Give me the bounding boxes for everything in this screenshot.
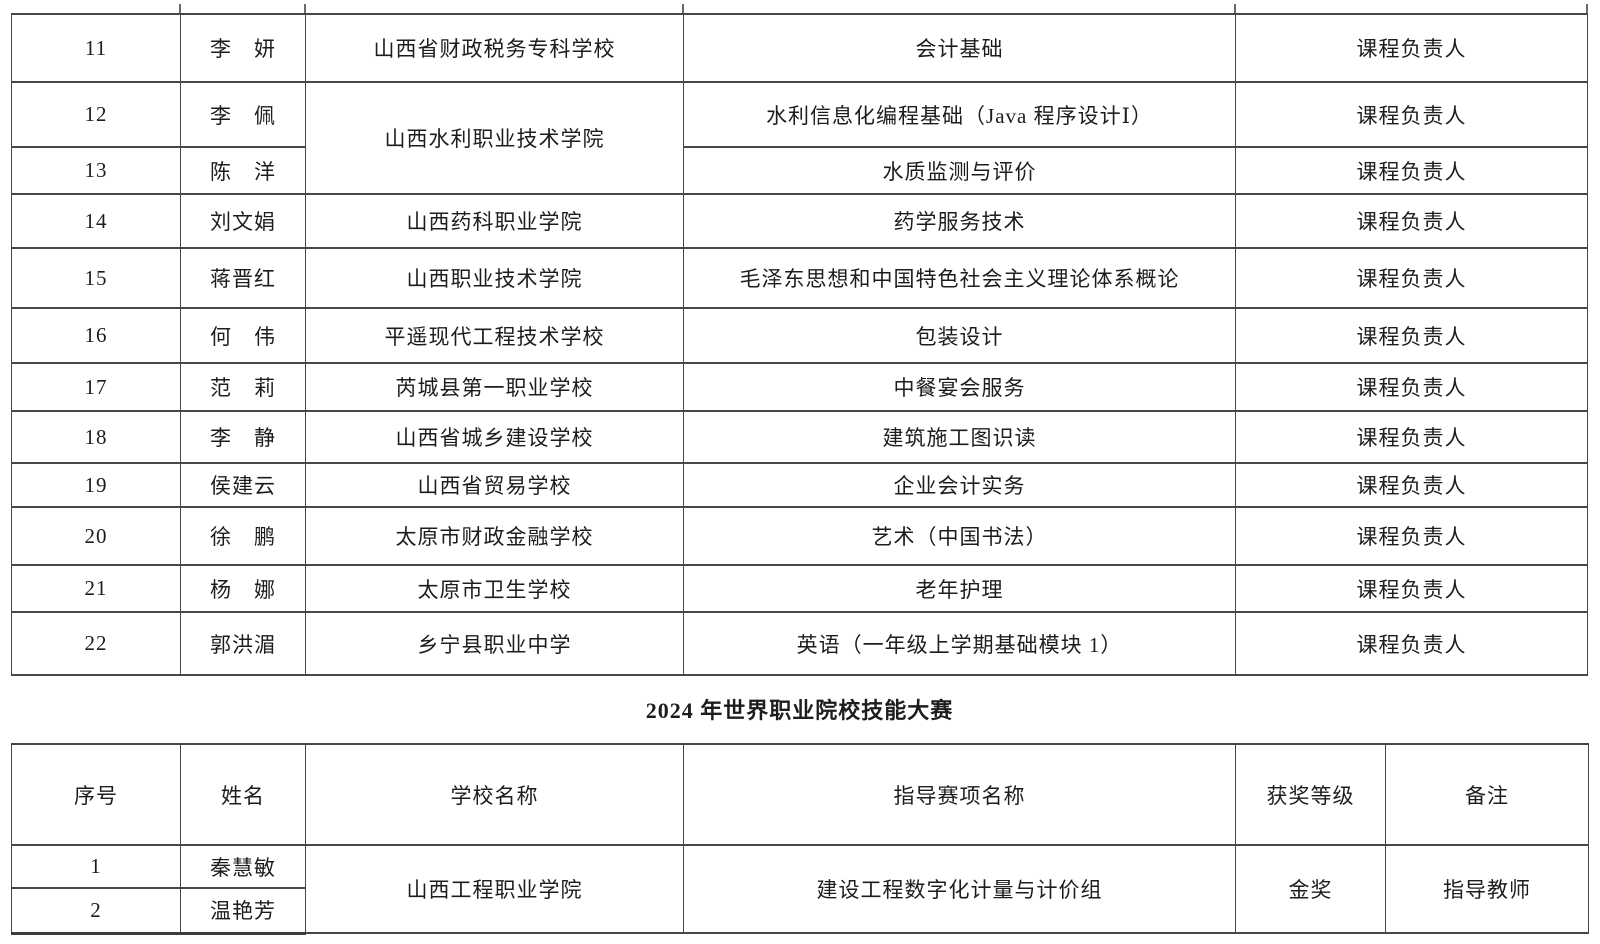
cell-school-name: 芮城县第一职业学校: [305, 362, 684, 412]
cell-course-name: 老年护理: [683, 564, 1236, 613]
cell-school-name: 乡宁县职业中学: [305, 611, 684, 676]
header-cell-note: 备注: [1385, 743, 1589, 846]
cutoff-column-border-stub: [304, 4, 306, 13]
cell-school-name: 山西水利职业技术学院: [305, 81, 684, 195]
cell-serial-number: 16: [11, 307, 181, 364]
cell-role: 课程负责人: [1235, 307, 1588, 364]
header-cell-award: 获奖等级: [1235, 743, 1386, 846]
cell-school-name: 山西药科职业学院: [305, 193, 684, 249]
cell-course-name: 水质监测与评价: [683, 146, 1236, 195]
cell-role: 课程负责人: [1235, 247, 1588, 309]
cell-course-name: 毛泽东思想和中国特色社会主义理论体系概论: [683, 247, 1236, 309]
table-row: 11 李 妍山西省财政税务专科学校 会计基础 课程负责人: [11, 13, 1588, 83]
cell-serial-number: 21: [11, 564, 181, 613]
cell-course-name: 中餐宴会服务: [683, 362, 1236, 412]
table-row: 22 郭洪湄 乡宁县职业中学 英语（一年级上学期基础模块 1） 课程负责人: [11, 611, 1588, 676]
cell-course-name: 会计基础: [683, 13, 1236, 83]
cell-role: 课程负责人: [1235, 362, 1588, 412]
cell-role: 课程负责人: [1235, 193, 1588, 249]
cell-award-level: 金奖: [1235, 844, 1386, 934]
cell-role: 课程负责人: [1235, 13, 1588, 83]
cell-course-name: 药学服务技术: [683, 193, 1236, 249]
cell-role: 课程负责人: [1235, 146, 1588, 195]
cell-person-name: 秦慧敏: [180, 844, 306, 889]
cell-role: 课程负责人: [1235, 410, 1588, 464]
header-cell-no: 序号: [11, 743, 181, 846]
cell-serial-number: 12: [11, 81, 181, 148]
table-row: 13 陈 洋 水质监测与评价 课程负责人: [11, 146, 1588, 195]
table-row: 15 蒋晋红 山西职业技术学院 毛泽东思想和中国特色社会主义理论体系概论 课程负责人: [11, 247, 1588, 309]
cell-school-name: 太原市财政金融学校: [305, 506, 684, 566]
cell-serial-number: 17: [11, 362, 181, 412]
cell-school-name: 平遥现代工程技术学校: [305, 307, 684, 364]
cell-serial-number: 14: [11, 193, 181, 249]
cell-course-name: 水利信息化编程基础（Java 程序设计Ⅰ）: [683, 81, 1236, 148]
cell-serial-number: 1: [11, 844, 181, 889]
table-row: 2 温艳芳: [11, 887, 1589, 935]
table-row: 21 杨 娜太原市卫生学校 老年护理 课程负责人: [11, 564, 1588, 613]
cutoff-column-border-stub: [1234, 4, 1236, 13]
cutoff-column-border-stub: [1586, 4, 1588, 13]
cutoff-column-border-stub: [179, 4, 181, 13]
cell-person-name: 郭洪湄: [180, 611, 306, 676]
header-cell-event: 指导赛项名称: [683, 743, 1236, 846]
cell-role: 课程负责人: [1235, 462, 1588, 508]
cell-role: 课程负责人: [1235, 611, 1588, 676]
course-leader-table: 11 李 妍山西省财政税务专科学校 会计基础 课程负责人 12 李 佩山西水利职业技术学院…: [11, 13, 1588, 676]
cell-person-name: 陈 洋: [180, 146, 306, 195]
cell-role: 课程负责人: [1235, 564, 1588, 613]
cell-person-name: 何 伟: [180, 307, 306, 364]
header-cell-name: 姓名: [180, 743, 306, 846]
cell-course-name: 包装设计: [683, 307, 1236, 364]
cell-serial-number: 2: [11, 887, 181, 935]
cell-serial-number: 13: [11, 146, 181, 195]
cell-school-name: 山西省贸易学校: [305, 462, 684, 508]
cell-role: 课程负责人: [1235, 81, 1588, 148]
course-leader-table-body: 11 李 妍山西省财政税务专科学校 会计基础 课程负责人 12 李 佩山西水利职业技术学院…: [11, 13, 1588, 676]
section-title: 2024 年世界职业院校技能大赛: [645, 697, 954, 723]
table-row: 1 秦慧敏 山西工程职业学院 建设工程数字化计量与计价组 金奖 指导教师: [11, 844, 1589, 934]
table-row: 17 范 莉芮城县第一职业学校 中餐宴会服务 课程负责人: [11, 362, 1588, 412]
cell-person-name: 蒋晋红: [180, 247, 306, 309]
cell-person-name: 刘文娟: [180, 193, 306, 249]
cell-person-name: 李 佩: [180, 81, 306, 148]
table-row: 14 刘文娟 山西药科职业学院 药学服务技术 课程负责人: [11, 193, 1588, 249]
cell-serial-number: 18: [11, 410, 181, 464]
cell-serial-number: 20: [11, 506, 181, 566]
competition-table: 序号 姓名 学校名称 指导赛项名称 获奖等级 备注 1 秦慧敏 山西工程职业学院 建设…: [11, 743, 1589, 935]
cell-course-name: 建筑施工图识读: [683, 410, 1236, 464]
cell-school-name: 山西职业技术学院: [305, 247, 684, 309]
cell-person-name: 杨 娜: [180, 564, 306, 613]
cutoff-column-border-stub: [682, 4, 684, 13]
cell-event-name: 建设工程数字化计量与计价组: [683, 844, 1236, 934]
cell-school-name: 山西工程职业学院: [305, 844, 684, 934]
table-row: 19 侯建云 山西省贸易学校 企业会计实务 课程负责人: [11, 462, 1588, 508]
cell-course-name: 艺术（中国书法）: [683, 506, 1236, 566]
cell-serial-number: 11: [11, 13, 181, 83]
cell-note: 指导教师: [1385, 844, 1589, 934]
cell-person-name: 徐 鹏: [180, 506, 306, 566]
cell-serial-number: 19: [11, 462, 181, 508]
cell-course-name: 英语（一年级上学期基础模块 1）: [683, 611, 1236, 676]
cell-serial-number: 15: [11, 247, 181, 309]
cell-role: 课程负责人: [1235, 506, 1588, 566]
cell-person-name: 侯建云: [180, 462, 306, 508]
table-row: 18 李 静山西省城乡建设学校 建筑施工图识读 课程负责人: [11, 410, 1588, 464]
cell-person-name: 李 静: [180, 410, 306, 464]
table-row: 12 李 佩山西水利职业技术学院 水利信息化编程基础（Java 程序设计Ⅰ） 课程负责…: [11, 81, 1588, 195]
cell-person-name: 李 妍: [180, 13, 306, 83]
cell-serial-number: 22: [11, 611, 181, 676]
header-cell-school: 学校名称: [305, 743, 684, 846]
table-row: 16 何 伟平遥现代工程技术学校 包装设计 课程负责人: [11, 307, 1588, 364]
cell-person-name: 温艳芳: [180, 887, 306, 935]
cell-course-name: 企业会计实务: [683, 462, 1236, 508]
cell-school-name: 太原市卫生学校: [305, 564, 684, 613]
cell-school-name: 山西省城乡建设学校: [305, 410, 684, 464]
cell-person-name: 范 莉: [180, 362, 306, 412]
table-row: 20 徐 鹏太原市财政金融学校 艺术（中国书法） 课程负责人: [11, 506, 1588, 566]
competition-table-body: 序号 姓名 学校名称 指导赛项名称 获奖等级 备注 1 秦慧敏 山西工程职业学院 建设…: [11, 743, 1589, 935]
competition-header-row: 序号 姓名 学校名称 指导赛项名称 获奖等级 备注: [11, 743, 1589, 846]
cell-school-name: 山西省财政税务专科学校: [305, 13, 684, 83]
